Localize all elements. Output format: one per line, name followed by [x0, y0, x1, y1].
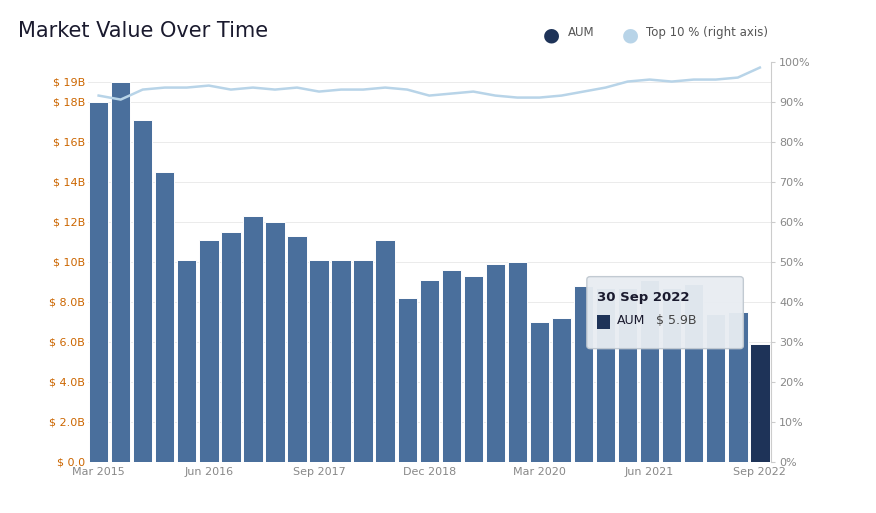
Bar — [89, 102, 109, 462]
Bar — [133, 120, 152, 462]
Bar — [442, 270, 461, 462]
Bar — [530, 322, 549, 462]
Bar — [640, 280, 660, 462]
Bar — [309, 260, 328, 462]
Text: ●: ● — [622, 26, 639, 45]
Text: Top 10 % (right axis): Top 10 % (right axis) — [646, 26, 768, 38]
Bar — [750, 344, 769, 462]
Bar — [376, 240, 395, 462]
Text: AUM: AUM — [568, 26, 594, 38]
Bar — [552, 318, 571, 462]
Bar — [331, 260, 350, 462]
Bar — [111, 82, 131, 462]
FancyBboxPatch shape — [587, 277, 744, 349]
Bar — [618, 288, 638, 462]
Bar — [662, 288, 682, 462]
Bar — [684, 284, 703, 462]
Bar — [420, 280, 439, 462]
Bar — [728, 312, 747, 462]
Bar — [508, 262, 527, 462]
Bar — [596, 288, 615, 462]
Text: $ 5.9B: $ 5.9B — [656, 314, 696, 327]
Bar — [199, 240, 218, 462]
Bar — [287, 235, 307, 462]
Bar — [177, 260, 196, 462]
FancyBboxPatch shape — [597, 314, 610, 329]
Bar — [221, 231, 241, 462]
Bar — [244, 215, 263, 462]
Bar — [155, 171, 174, 462]
Bar — [574, 286, 593, 462]
Bar — [353, 260, 373, 462]
Text: 30 Sep 2022: 30 Sep 2022 — [597, 291, 689, 304]
Text: AUM: AUM — [617, 314, 645, 327]
Bar — [463, 275, 483, 462]
Bar — [398, 298, 417, 462]
Text: ●: ● — [543, 26, 560, 45]
Bar — [706, 313, 725, 462]
Bar — [265, 222, 285, 462]
Bar — [485, 264, 505, 462]
Text: Market Value Over Time: Market Value Over Time — [18, 21, 268, 41]
